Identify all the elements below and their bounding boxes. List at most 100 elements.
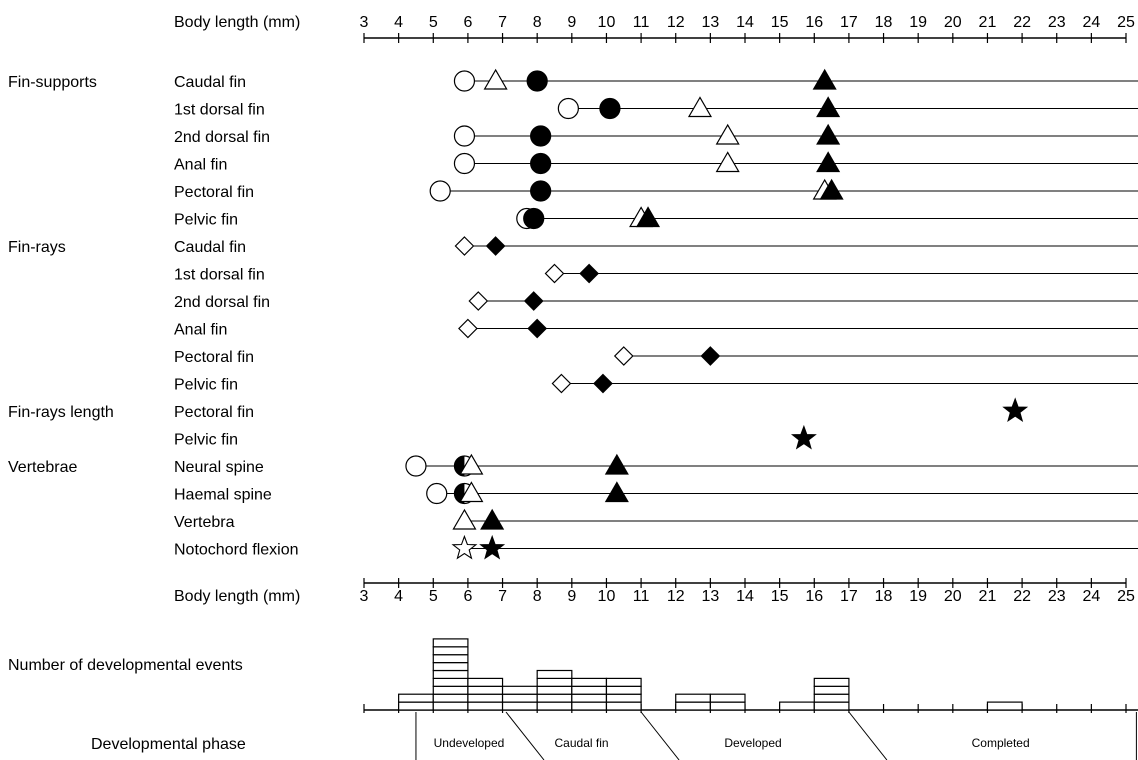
phase-boundary bbox=[640, 711, 680, 760]
row-label: 1st dorsal fin bbox=[174, 267, 265, 284]
event-block bbox=[813, 693, 850, 703]
filled-triangle-marker bbox=[604, 453, 629, 475]
event-block bbox=[536, 685, 573, 695]
event-block bbox=[986, 701, 1023, 711]
filled-star-marker bbox=[790, 424, 817, 450]
top-axis-tick-label: 16 bbox=[805, 14, 823, 31]
event-block bbox=[432, 677, 469, 687]
row-label: Pectoral fin bbox=[174, 184, 254, 201]
open-circle-marker bbox=[453, 70, 476, 92]
event-block bbox=[501, 685, 538, 695]
filled-triangle-marker bbox=[819, 178, 844, 200]
event-block bbox=[432, 701, 469, 711]
row-label: Neural spine bbox=[174, 459, 264, 476]
event-block bbox=[501, 701, 538, 711]
open-circle-marker bbox=[557, 97, 579, 120]
filled-diamond-marker bbox=[485, 236, 506, 256]
bottom-axis-tick-label: 21 bbox=[979, 588, 997, 605]
event-block bbox=[813, 701, 850, 711]
open-circle-marker bbox=[405, 455, 427, 477]
open-triangle-marker bbox=[715, 151, 740, 173]
event-block bbox=[398, 701, 434, 711]
filled-triangle-marker bbox=[816, 151, 841, 173]
event-block bbox=[605, 693, 642, 703]
filled-diamond-marker bbox=[527, 318, 548, 339]
top-axis-tick-label: 18 bbox=[875, 14, 893, 31]
event-block bbox=[571, 677, 608, 687]
top-axis-tick-label: 15 bbox=[771, 14, 789, 31]
event-block bbox=[432, 646, 469, 656]
row-label: Notochord flexion bbox=[174, 542, 299, 559]
top-axis-title: Body length (mm) bbox=[174, 14, 300, 31]
event-block bbox=[432, 661, 469, 672]
event-block bbox=[605, 685, 642, 695]
event-block bbox=[571, 701, 608, 711]
bottom-axis-tick-label: 20 bbox=[944, 588, 962, 605]
phase-boundary bbox=[848, 711, 888, 760]
top-axis-tick-label: 14 bbox=[736, 14, 754, 31]
group-label: Vertebrae bbox=[8, 459, 77, 476]
bottom-axis-tick-label: 22 bbox=[1013, 588, 1031, 605]
open-diamond-marker bbox=[468, 291, 489, 311]
filled-triangle-marker bbox=[812, 68, 837, 90]
row-label: Caudal fin bbox=[174, 74, 246, 91]
top-axis-tick-label: 22 bbox=[1013, 14, 1031, 31]
event-block bbox=[813, 677, 850, 687]
filled-triangle-marker bbox=[816, 96, 841, 118]
event-block bbox=[813, 685, 850, 695]
top-axis-tick-label: 17 bbox=[840, 14, 858, 31]
filled-star-marker bbox=[479, 534, 506, 560]
bottom-axis-tick-label: 25 bbox=[1117, 588, 1135, 605]
top-axis-tick-label: 24 bbox=[1082, 14, 1100, 31]
filled-triangle-marker bbox=[480, 508, 505, 530]
phase-name: Completed bbox=[972, 736, 1030, 750]
open-diamond-marker bbox=[551, 373, 572, 394]
event-block bbox=[432, 654, 469, 664]
open-diamond-marker bbox=[544, 263, 565, 284]
top-axis-tick-label: 13 bbox=[701, 14, 719, 31]
bottom-axis-tick-label: 23 bbox=[1048, 588, 1066, 605]
event-block bbox=[571, 693, 608, 703]
top-axis-tick-label: 3 bbox=[360, 14, 369, 31]
event-block bbox=[605, 677, 642, 687]
top-axis-tick-label: 20 bbox=[944, 14, 962, 31]
bottom-axis-tick-label: 16 bbox=[805, 588, 823, 605]
top-axis-tick-label: 6 bbox=[463, 14, 472, 31]
bottom-axis-tick-label: 15 bbox=[771, 588, 789, 605]
filled-circle-marker bbox=[523, 207, 545, 230]
chart-marks: 3 4 5 6 7 8 9 10 11 12 13 14 15 16 17 18 19 20 21 22 23 24 25 3… bbox=[8, 14, 1138, 760]
event-block bbox=[467, 701, 504, 711]
row-label: Anal fin bbox=[174, 322, 227, 339]
filled-circle-marker bbox=[530, 152, 552, 175]
bottom-axis-tick-label: 6 bbox=[463, 588, 472, 605]
row-label: Haemal spine bbox=[174, 487, 272, 504]
event-block bbox=[536, 693, 573, 703]
event-block bbox=[432, 685, 469, 695]
bottom-axis-title: Body length (mm) bbox=[174, 588, 300, 605]
event-block bbox=[605, 701, 642, 711]
event-block bbox=[467, 677, 504, 687]
event-block bbox=[536, 669, 573, 680]
open-star-marker bbox=[451, 534, 478, 560]
open-diamond-marker bbox=[613, 346, 634, 366]
open-diamond-marker bbox=[454, 236, 475, 256]
open-triangle-marker bbox=[715, 123, 740, 145]
filled-diamond-marker bbox=[523, 291, 544, 311]
event-block bbox=[675, 701, 711, 711]
event-block bbox=[536, 677, 573, 687]
top-axis-tick-label: 11 bbox=[633, 14, 650, 31]
bottom-axis-tick-label: 14 bbox=[736, 588, 754, 605]
filled-triangle-marker bbox=[635, 206, 661, 228]
phase-label: Developmental phase bbox=[91, 736, 246, 753]
row-label: 2nd dorsal fin bbox=[174, 129, 270, 146]
open-triangle-marker bbox=[687, 96, 713, 118]
bottom-axis-tick-label: 24 bbox=[1082, 588, 1100, 605]
bottom-axis-tick-label: 13 bbox=[701, 588, 719, 605]
open-circle-marker bbox=[453, 125, 476, 147]
row-label: Caudal fin bbox=[174, 239, 246, 256]
top-axis-tick-label: 23 bbox=[1048, 14, 1066, 31]
top-axis-tick-label: 5 bbox=[429, 14, 438, 31]
bottom-axis-tick-label: 19 bbox=[909, 588, 927, 605]
filled-star-marker bbox=[1002, 397, 1029, 422]
bottom-axis-tick-label: 17 bbox=[840, 588, 858, 605]
